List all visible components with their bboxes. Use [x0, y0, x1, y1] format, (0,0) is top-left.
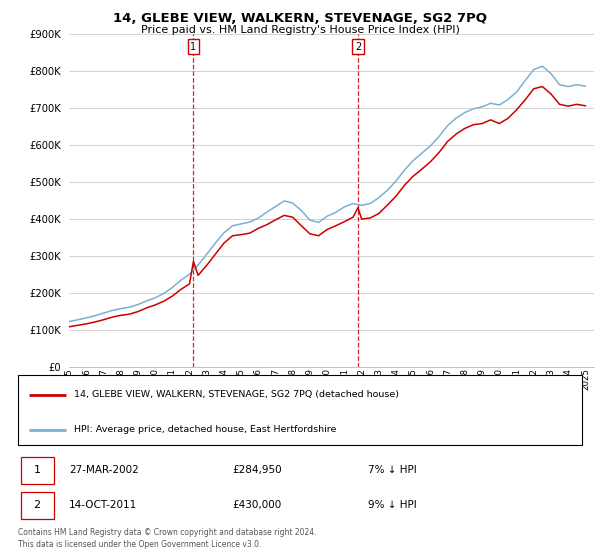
Text: 14, GLEBE VIEW, WALKERN, STEVENAGE, SG2 7PQ: 14, GLEBE VIEW, WALKERN, STEVENAGE, SG2 …	[113, 12, 487, 25]
Text: This data is licensed under the Open Government Licence v3.0.: This data is licensed under the Open Gov…	[18, 540, 262, 549]
Text: 14-OCT-2011: 14-OCT-2011	[69, 501, 137, 510]
Text: 2: 2	[34, 501, 41, 510]
Text: 1: 1	[34, 465, 41, 475]
Text: 7% ↓ HPI: 7% ↓ HPI	[368, 465, 416, 475]
Text: 9% ↓ HPI: 9% ↓ HPI	[368, 501, 416, 510]
Text: Price paid vs. HM Land Registry's House Price Index (HPI): Price paid vs. HM Land Registry's House …	[140, 25, 460, 35]
FancyBboxPatch shape	[21, 456, 53, 484]
Text: 14, GLEBE VIEW, WALKERN, STEVENAGE, SG2 7PQ (detached house): 14, GLEBE VIEW, WALKERN, STEVENAGE, SG2 …	[74, 390, 400, 399]
Text: £430,000: £430,000	[232, 501, 281, 510]
FancyBboxPatch shape	[18, 375, 582, 445]
Text: 1: 1	[190, 41, 197, 52]
Text: £284,950: £284,950	[232, 465, 282, 475]
Text: 2: 2	[355, 41, 361, 52]
Text: 27-MAR-2002: 27-MAR-2002	[69, 465, 139, 475]
Text: HPI: Average price, detached house, East Hertfordshire: HPI: Average price, detached house, East…	[74, 425, 337, 435]
Text: Contains HM Land Registry data © Crown copyright and database right 2024.: Contains HM Land Registry data © Crown c…	[18, 528, 317, 536]
FancyBboxPatch shape	[21, 492, 53, 519]
